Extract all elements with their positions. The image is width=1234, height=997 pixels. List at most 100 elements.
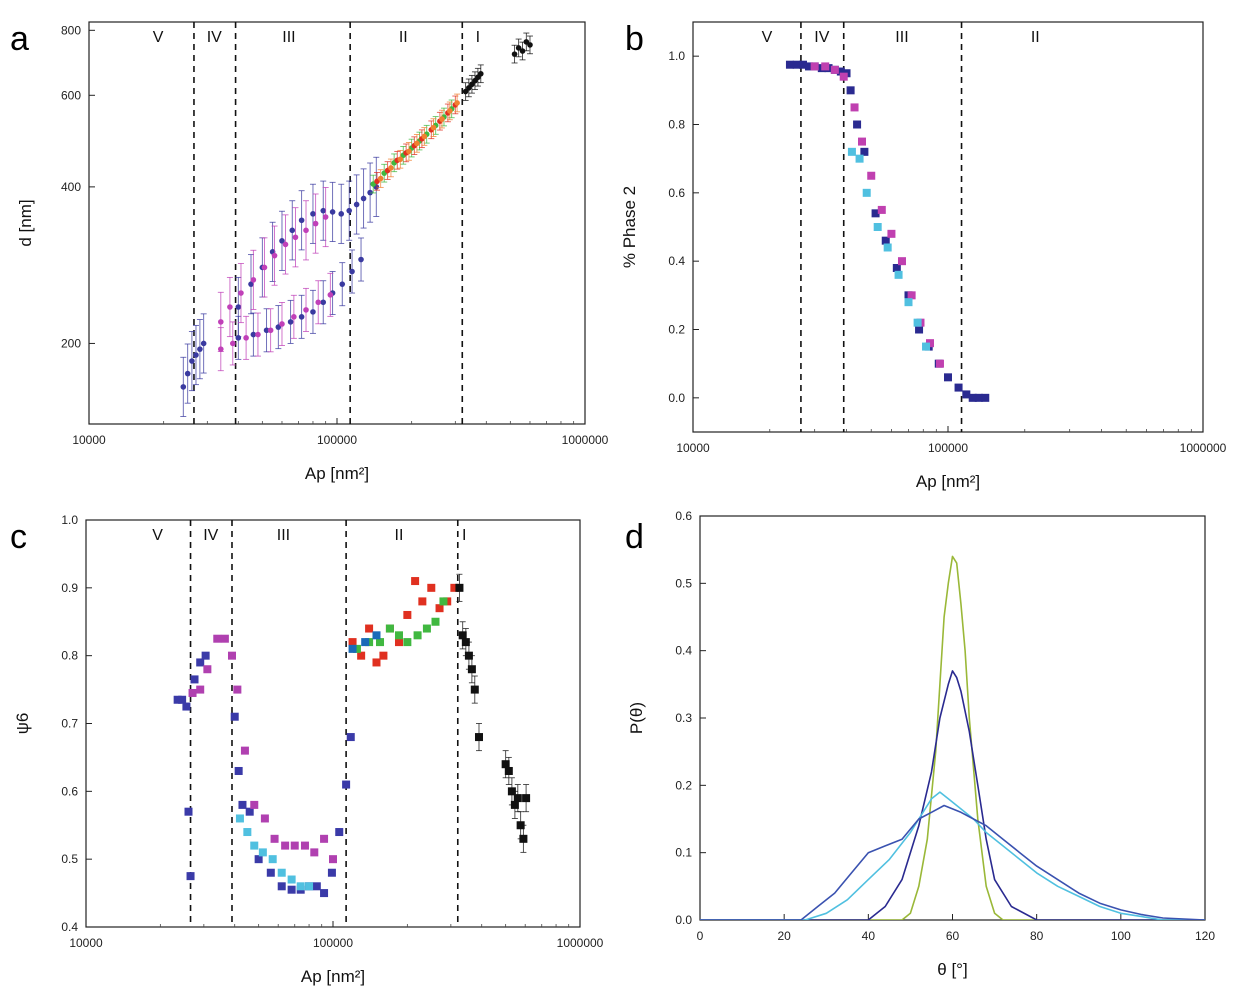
series-1 — [235, 237, 365, 360]
data-point — [385, 624, 394, 633]
y-tick-label: 0.5 — [675, 576, 692, 590]
data-point — [320, 834, 329, 843]
y-tick-label: 0.9 — [61, 581, 78, 595]
data-point — [935, 359, 944, 368]
series-line — [700, 555, 1205, 920]
data-point — [320, 889, 329, 898]
data-point — [250, 331, 257, 338]
data-point — [230, 712, 239, 721]
data-point — [394, 638, 403, 647]
x-tick-label: 1000000 — [557, 936, 604, 950]
x-tick-label: 10000 — [72, 433, 106, 447]
data-point — [881, 236, 890, 245]
data-point — [894, 270, 903, 279]
series-1 — [188, 634, 337, 864]
data-point — [263, 327, 270, 334]
series-0 — [700, 555, 1205, 920]
y-tick-label: 0.6 — [675, 509, 692, 523]
series-2 — [847, 147, 931, 351]
data-point — [867, 171, 876, 180]
data-point — [860, 147, 869, 156]
series-7 — [462, 32, 533, 101]
data-point — [461, 638, 470, 647]
data-point — [377, 175, 384, 182]
plot-area — [173, 520, 531, 927]
data-point — [305, 882, 314, 891]
data-point — [201, 651, 210, 660]
y-tick-label: 0.0 — [675, 913, 692, 927]
data-point — [421, 133, 428, 140]
x-tick-label: 100000 — [317, 433, 357, 447]
data-point — [862, 188, 871, 197]
data-point — [418, 597, 427, 606]
data-point — [792, 60, 801, 69]
data-point — [287, 319, 294, 325]
data-point — [968, 393, 977, 402]
data-point — [182, 702, 191, 711]
data-point — [213, 634, 222, 643]
data-point — [180, 384, 187, 390]
region-label: IV — [207, 29, 222, 46]
data-point — [238, 290, 244, 296]
data-point — [184, 807, 193, 816]
region-label: V — [762, 29, 773, 46]
data-point — [279, 238, 285, 244]
data-point — [281, 841, 290, 850]
data-point — [877, 205, 886, 214]
data-point — [394, 631, 403, 640]
data-point — [439, 597, 448, 606]
data-point — [197, 346, 203, 352]
y-tick-label: 0.1 — [675, 846, 692, 860]
data-point — [342, 780, 351, 789]
data-point — [954, 383, 963, 392]
data-point — [329, 855, 337, 864]
data-point — [203, 665, 212, 674]
data-point — [836, 67, 845, 76]
data-point — [298, 217, 305, 224]
plot-area — [785, 22, 990, 432]
series-6 — [455, 573, 531, 853]
data-point — [275, 324, 282, 330]
data-point — [798, 60, 807, 69]
data-point — [290, 841, 299, 850]
data-point — [462, 88, 469, 95]
data-point — [372, 631, 381, 640]
panel-label: a — [10, 20, 29, 58]
data-point — [335, 828, 344, 837]
x-tick-label: 10000 — [676, 441, 710, 455]
data-point — [850, 103, 859, 112]
y-axis-label: ψ6 — [13, 713, 32, 735]
region-label: III — [282, 29, 295, 46]
series-1 — [700, 670, 1205, 920]
data-point — [296, 882, 305, 891]
panel-b: b 10000 100000 1000000 0.0 0.2 0.4 0.6 0.8 1.0 Ap … — [620, 20, 1227, 491]
data-point — [320, 207, 327, 214]
plot-area — [180, 22, 533, 424]
data-point — [515, 45, 522, 51]
data-point — [915, 325, 924, 334]
x-tick-label: 100000 — [313, 936, 353, 950]
data-point — [250, 800, 259, 809]
data-point — [439, 116, 445, 122]
data-point — [447, 108, 453, 114]
data-point — [361, 638, 370, 647]
data-point — [388, 165, 394, 171]
y-tick-label: 0.2 — [668, 323, 685, 337]
data-point — [268, 855, 277, 864]
data-point — [962, 390, 971, 399]
x-axis-label: Ap [nm²] — [305, 464, 369, 483]
region-label: II — [399, 29, 408, 46]
data-point — [430, 124, 437, 131]
y-tick-label: 0.6 — [668, 186, 685, 200]
series-3 — [217, 272, 334, 372]
data-point — [455, 583, 464, 592]
region-label: II — [395, 527, 404, 544]
data-point — [450, 583, 459, 592]
data-point — [282, 241, 289, 248]
data-point — [227, 304, 233, 310]
data-point — [839, 72, 848, 81]
panel-label: c — [10, 518, 27, 556]
data-point — [255, 331, 261, 338]
data-point — [184, 370, 191, 377]
data-point — [312, 882, 321, 891]
